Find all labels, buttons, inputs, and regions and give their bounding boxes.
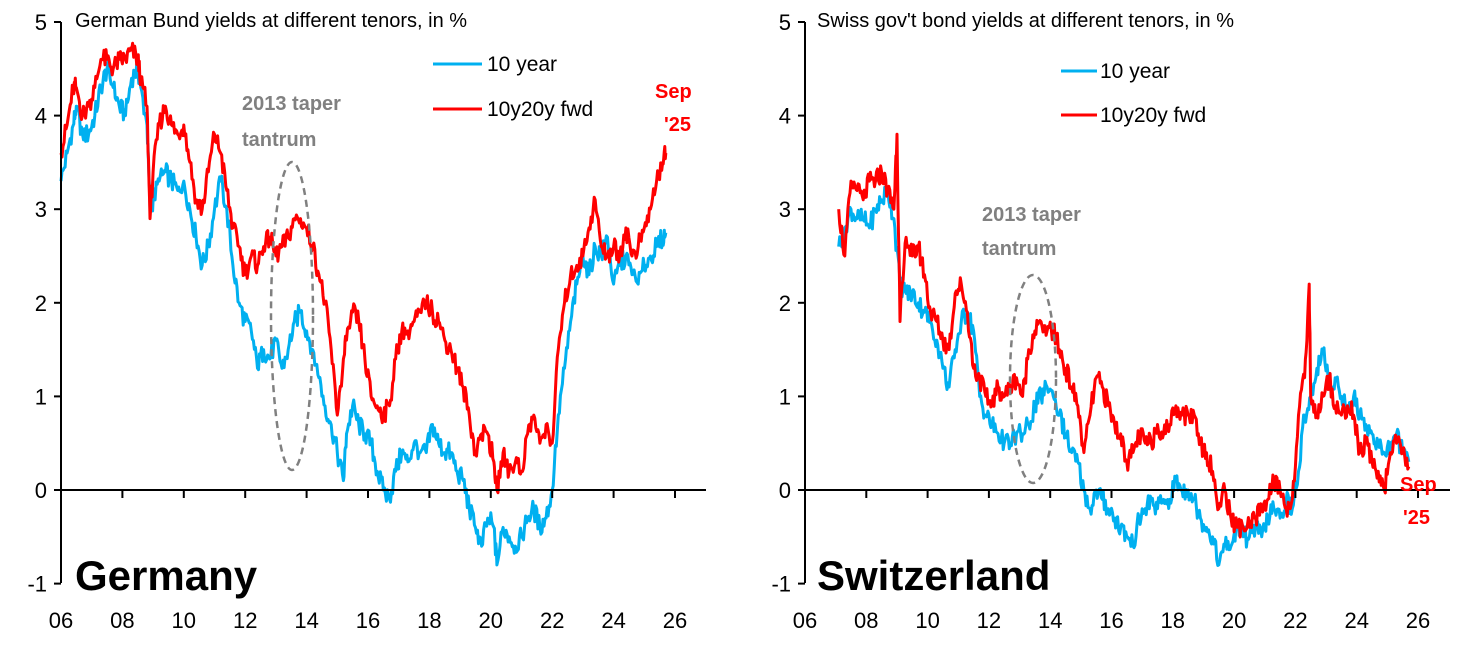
switzerland-x-tick-label: 18 [1161, 608, 1185, 633]
germany-y-tick-label: 4 [35, 104, 47, 129]
germany-series-10y20y-fwd [59, 41, 668, 495]
switzerland-series-10y20y-fwd [837, 132, 1411, 539]
germany-x-tick-label: 06 [49, 608, 73, 633]
taper-tantrum-ellipse [1008, 273, 1058, 485]
switzerland-x-tick-label: 20 [1222, 608, 1246, 633]
legend-label-10-year: 10 year [1100, 60, 1170, 83]
germany-x-tick-label: 20 [479, 608, 503, 633]
germany-x-tick-label: 16 [356, 608, 380, 633]
switzerland-series-10-year [837, 185, 1411, 567]
taper-annotation-line-2: tantrum [982, 238, 1056, 260]
germany-series-10-year [59, 60, 668, 567]
switzerland-y-tick-label: 0 [779, 478, 791, 503]
germany-legend: 10 year 10y20y fwd [433, 53, 593, 121]
taper-annotation-line-1: 2013 taper [982, 204, 1081, 226]
switzerland-x-tick-label: 14 [1038, 608, 1062, 633]
end-date-annotation-line-2: '25 [1403, 507, 1430, 529]
taper-tantrum-ellipse [269, 160, 315, 472]
end-date-annotation-line-1: Sep [1400, 474, 1437, 496]
germany-y-tick-label: 2 [35, 291, 47, 316]
legend-label-10y20y-fwd: 10y20y fwd [487, 98, 593, 121]
taper-annotation-line-2: tantrum [242, 129, 316, 151]
switzerland-y-tick-label: 5 [779, 10, 791, 35]
germany-x-tick-label: 18 [417, 608, 441, 633]
germany-x-tick-label: 08 [110, 608, 134, 633]
germany-series-layer [59, 41, 668, 567]
switzerland-x-tick-label: 12 [977, 608, 1001, 633]
switzerland-x-tick-label: 26 [1406, 608, 1430, 633]
switzerland-y-tick-label: 1 [779, 384, 791, 409]
switzerland-y-tick-label: 3 [779, 197, 791, 222]
end-date-annotation-line-1: Sep [655, 81, 692, 103]
germany-y-tick-label: 5 [35, 10, 47, 35]
germany-x-tick-label: 24 [601, 608, 625, 633]
germany-chart-title: German Bund yields at different tenors, … [75, 10, 467, 32]
germany-panel-label: Germany [75, 552, 258, 599]
switzerland-panel-label: Switzerland [817, 552, 1050, 599]
switzerland-x-tick-label: 16 [1099, 608, 1123, 633]
taper-annotation-line-1: 2013 taper [242, 93, 341, 115]
germany-end-annotation: Sep '25 [655, 81, 692, 136]
switzerland-x-tick-label: 24 [1344, 608, 1368, 633]
end-date-annotation-line-2: '25 [664, 114, 691, 136]
germany-x-tick-label: 10 [172, 608, 196, 633]
switzerland-x-tick-label: 06 [793, 608, 817, 633]
germany-taper-annotation: 2013 taper tantrum [242, 93, 341, 472]
switzerland-y-tick-label: -1 [771, 572, 791, 597]
germany-y-tick-label: -1 [27, 572, 47, 597]
switzerland-x-tick-label: 22 [1283, 608, 1307, 633]
germany-y-tick-label: 3 [35, 197, 47, 222]
switzerland-y-tick-label: 4 [779, 104, 791, 129]
switzerland-x-tick-label: 08 [854, 608, 878, 633]
germany-y-tick-label: 1 [35, 384, 47, 409]
switzerland-y-tick-label: 2 [779, 291, 791, 316]
legend-label-10-year: 10 year [487, 53, 557, 76]
germany-y-tick-label: 0 [35, 478, 47, 503]
germany-x-tick-label: 12 [233, 608, 257, 633]
germany-x-tick-label: 26 [663, 608, 687, 633]
switzerland-chart-title: Swiss gov't bond yields at different ten… [817, 10, 1234, 32]
switzerland-end-annotation: Sep '25 [1400, 474, 1437, 529]
legend-label-10y20y-fwd: 10y20y fwd [1100, 104, 1206, 127]
switzerland-legend: 10 year 10y20y fwd [1061, 60, 1206, 127]
germany-x-tick-label: 22 [540, 608, 564, 633]
switzerland-x-tick-label: 10 [915, 608, 939, 633]
germany-x-tick-label: 14 [294, 608, 318, 633]
switzerland-series-layer [837, 132, 1411, 567]
switzerland-taper-annotation: 2013 taper tantrum [982, 204, 1081, 485]
